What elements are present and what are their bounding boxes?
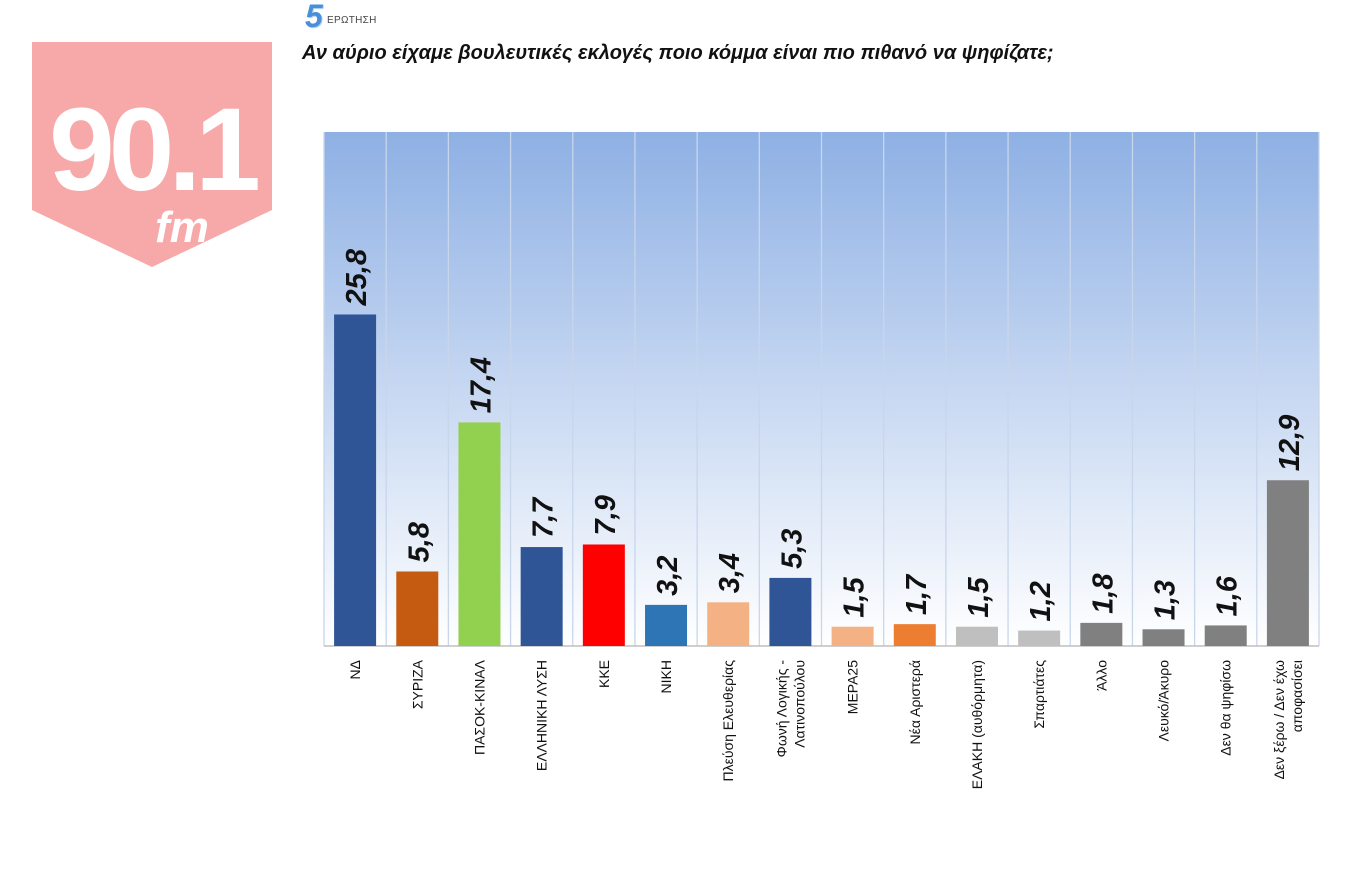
bar (645, 604, 688, 646)
category-label: αποφασίσει (1289, 660, 1305, 732)
bar (396, 571, 439, 646)
category-label: Φωνή Λογικής - (773, 660, 789, 758)
bar (1080, 622, 1123, 646)
bars (334, 314, 1309, 646)
category-label: Άλλο (1093, 660, 1109, 691)
category-label: Δεν ξέρω / Δεν έχω (1271, 660, 1287, 779)
bar-value-label: 17,4 (465, 357, 497, 413)
bar (1142, 629, 1185, 646)
bar (334, 314, 377, 646)
bar (831, 626, 874, 646)
bar-value-label: 12,9 (1274, 415, 1306, 471)
category-label: Σπαρτιάτες (1031, 660, 1047, 729)
bar-value-label: 7,7 (528, 496, 560, 538)
category-label: ΠΑΣΟΚ-ΚΙΝΑΛ (471, 659, 487, 755)
category-label: ΣΥΡΙΖΑ (409, 659, 425, 709)
category-label: ΝΙΚΗ (658, 660, 674, 693)
bar (458, 422, 501, 646)
bar-value-label: 1,2 (1025, 581, 1057, 621)
category-labels: ΝΔ ΣΥΡΙΖΑ ΠΑΣΟΚ-ΚΙΝΑΛ ΕΛΛΗΝΙΚΗ ΛΥΣΗ ΚΚΕ ΝΙΚΗ Π… (347, 659, 1305, 789)
bar (769, 577, 812, 646)
category-label: Δεν θα ψηφίσω (1218, 660, 1234, 756)
bar (893, 624, 936, 646)
bar-value-label: 7,9 (590, 495, 622, 535)
category-separators (323, 132, 1320, 646)
category-label: Πλεύση Ελευθερίας (720, 660, 736, 782)
bar-value-label: 1,5 (839, 577, 871, 618)
bar (1266, 480, 1309, 646)
category-label: ΕΛΛΗΝΙΚΗ ΛΥΣΗ (534, 660, 550, 771)
bar (582, 544, 625, 646)
logo-fm: fm (155, 203, 209, 252)
bar-value-label: 1,6 (1212, 575, 1244, 616)
bar (520, 547, 563, 646)
bar-value-label: 5,8 (403, 521, 435, 562)
category-label: Νέα Αριστερά (907, 660, 923, 744)
bar-value-label: 1,5 (963, 577, 995, 618)
value-labels: 25,8 5,8 17,4 7,7 7,9 3,2 3,4 5,3 1,5 1,7 1,5 1,2 1,… (341, 248, 1306, 621)
bar-value-label: 25,8 (341, 248, 373, 306)
question-number: 5 (305, 0, 323, 34)
radio-logo: 90.1 fm (32, 42, 272, 267)
bar (707, 602, 750, 646)
category-label: ΚΚΕ (596, 660, 612, 688)
category-label: Λευκό/Άκυρο (1156, 660, 1172, 742)
bar (1204, 625, 1247, 646)
bar-value-label: 1,7 (901, 573, 933, 615)
bar-value-label: 3,4 (714, 553, 746, 593)
category-label: Λατινοπούλου (791, 660, 807, 748)
question-text: Αν αύριο είχαμε βουλευτικές εκλογές ποιο… (302, 42, 1054, 64)
category-label: ΕΛΑΚΗ (αυθόρμητα) (969, 660, 985, 789)
category-label: ΜΕΡΑ25 (845, 660, 861, 714)
bar-value-label: 5,3 (776, 529, 808, 569)
bar-value-label: 1,8 (1087, 573, 1119, 614)
bar (1018, 630, 1061, 646)
bar-value-label: 3,2 (652, 556, 684, 596)
bar-value-label: 1,3 (1150, 580, 1182, 620)
question-word: ΕΡΩΤΗΣΗ (327, 15, 377, 26)
logo-shield (32, 42, 272, 267)
logo-number: 90.1 (49, 84, 258, 216)
bar (955, 626, 998, 646)
category-label: ΝΔ (347, 660, 363, 679)
